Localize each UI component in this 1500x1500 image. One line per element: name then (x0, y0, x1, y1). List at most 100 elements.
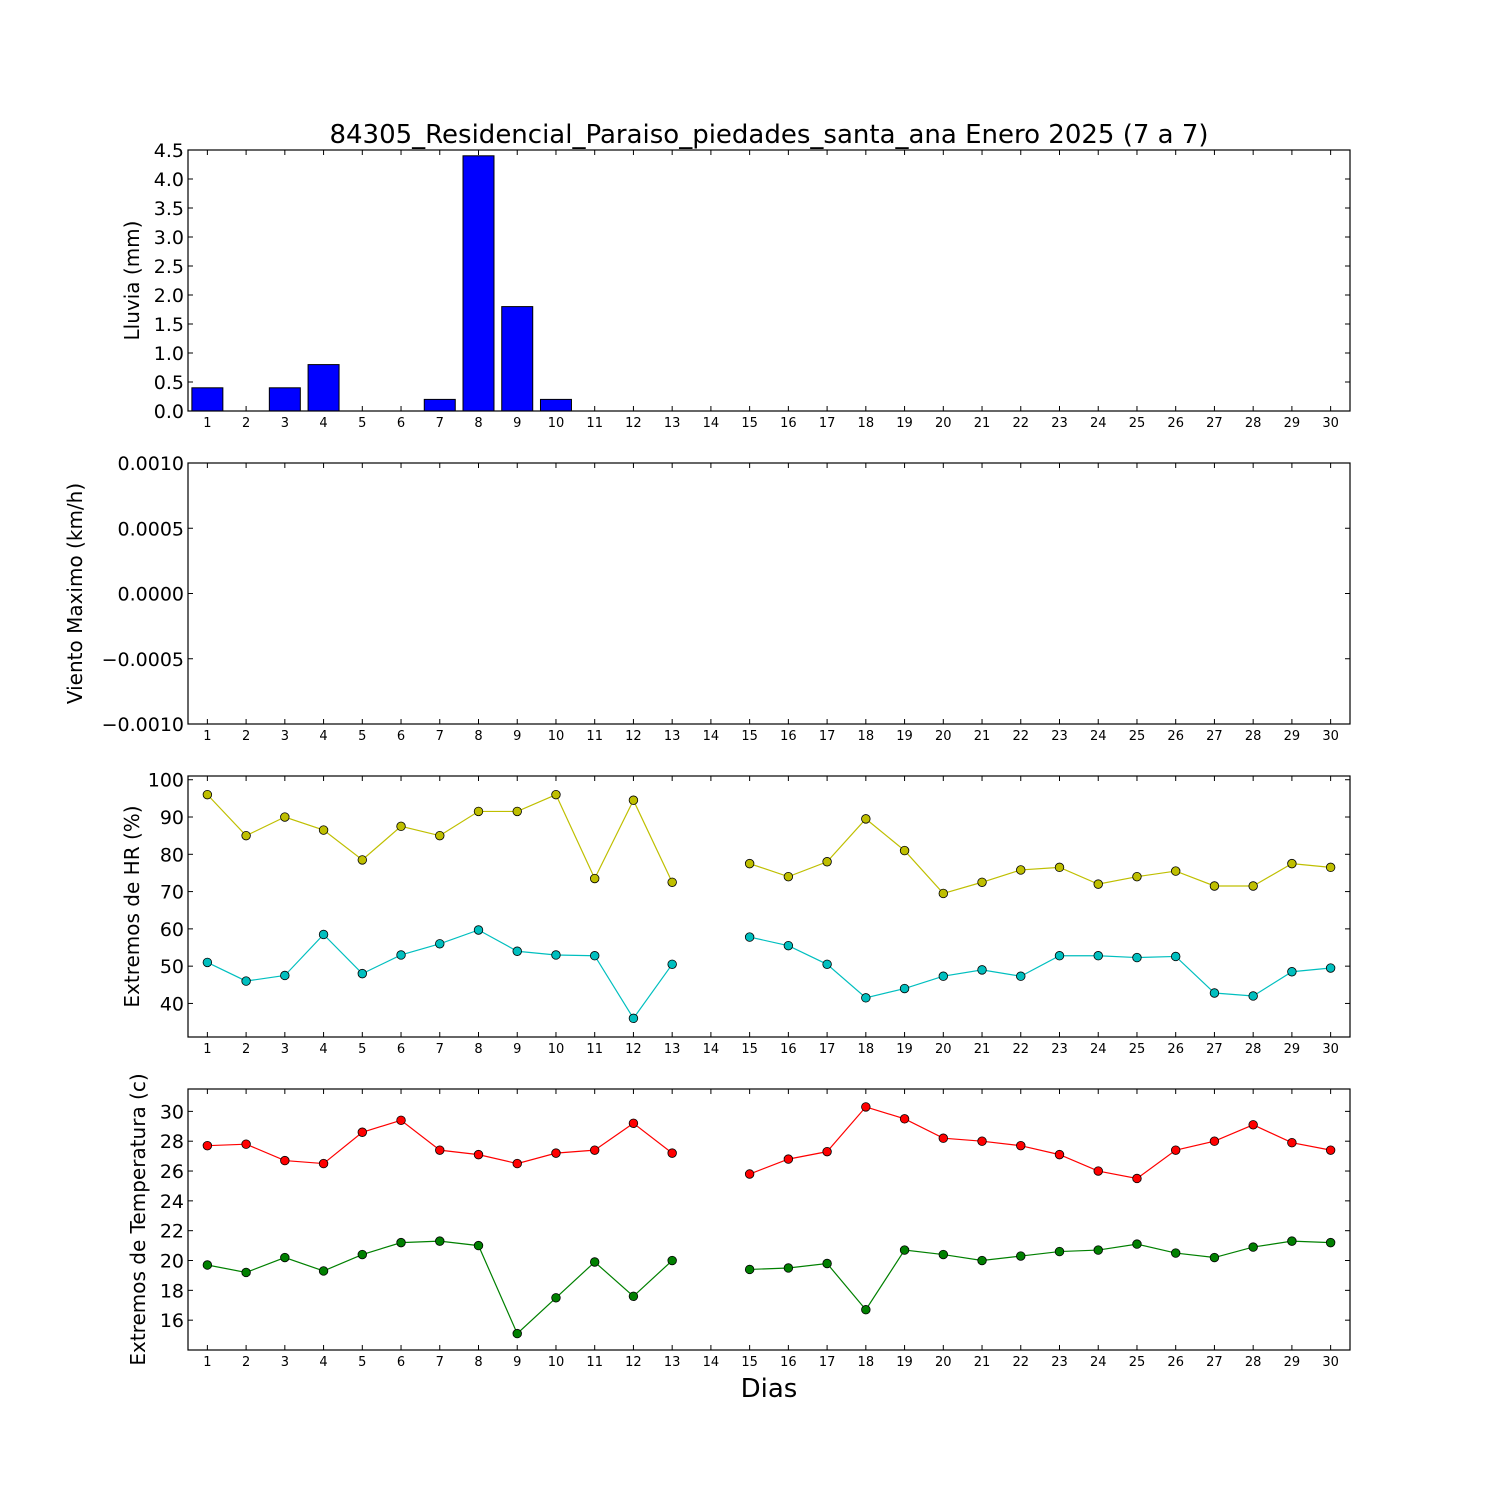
data-point (1016, 865, 1026, 875)
data-point (396, 1115, 406, 1126)
x-tick-label: 18 (858, 729, 875, 744)
data-point (1132, 1239, 1142, 1249)
data-point (1209, 1136, 1220, 1146)
x-tick-label: 23 (1051, 1042, 1068, 1057)
data-point (783, 940, 794, 951)
data-point (822, 1258, 832, 1269)
y-tick-label: 60 (160, 919, 184, 941)
data-point (473, 1149, 484, 1160)
data-point (1248, 1242, 1258, 1252)
data-point (667, 1255, 677, 1266)
y-axis-label: Lluvia (mm) (120, 221, 144, 341)
x-tick-label: 28 (1245, 1355, 1262, 1370)
y-axis-label: Viento Maximo (km/h) (63, 483, 87, 704)
y-tick-label: 0.0 (154, 401, 184, 423)
x-tick-label: 17 (819, 1042, 836, 1057)
x-tick-label: 12 (625, 729, 642, 744)
data-point (241, 1139, 251, 1149)
data-point (977, 877, 987, 887)
data-point (1054, 1149, 1065, 1160)
data-point (861, 993, 871, 1003)
x-tick-label: 27 (1206, 1355, 1223, 1370)
data-point (899, 1114, 910, 1124)
x-tick-label: 1 (203, 729, 211, 744)
data-point (357, 968, 368, 979)
data-point (512, 1158, 522, 1169)
y-tick-label: 1.5 (154, 314, 184, 336)
data-point (318, 1158, 329, 1169)
axes-frame (187, 1088, 1351, 1351)
panel-1: 0.00.51.01.52.02.53.03.54.04.51 2 3 4 5 6 7 8 9 1… (120, 140, 1351, 431)
data-point (938, 971, 949, 981)
x-tick-label: 5 (358, 1355, 366, 1370)
x-tick-label: 25 (1129, 729, 1146, 744)
x-tick-label: 4 (319, 729, 327, 744)
data-point (861, 1305, 871, 1315)
data-point (1016, 971, 1026, 981)
data-point (1325, 1145, 1336, 1155)
data-point (822, 857, 832, 867)
x-tick-label: 9 (513, 1042, 521, 1057)
x-tick-label: 12 (625, 416, 642, 431)
x-tick-label: 30 (1322, 1042, 1339, 1057)
y-axis-label: Extremos de HR (%) (120, 805, 144, 1007)
x-tick-label: 24 (1090, 416, 1107, 431)
series-line (207, 1106, 1331, 1180)
data-point (1093, 1166, 1103, 1176)
x-tick-label: 6 (397, 1042, 405, 1057)
y-tick-label: 0.0000 (118, 584, 184, 606)
data-point (1248, 991, 1258, 1001)
x-tick-label: 17 (819, 1355, 836, 1370)
data-point (357, 1249, 368, 1260)
data-point (241, 1267, 251, 1278)
x-tick-label: 17 (819, 729, 836, 744)
x-tick-label: 16 (780, 416, 797, 431)
data-point (628, 1291, 639, 1302)
x-tick-label: 12 (625, 1355, 642, 1370)
data-point (1093, 879, 1103, 889)
x-tick-label: 8 (474, 1355, 482, 1370)
x-tick-label: 29 (1284, 1042, 1301, 1057)
series-line (207, 929, 1331, 1020)
y-tick-label: 40 (160, 993, 184, 1015)
data-point (202, 789, 213, 800)
x-tick-label: 10 (548, 729, 565, 744)
x-axis-label: Dias (741, 1374, 798, 1404)
data-point (551, 1293, 561, 1303)
data-point (318, 929, 329, 940)
y-tick-label: 2.5 (154, 256, 184, 278)
x-tick-label: 26 (1167, 1355, 1184, 1370)
x-tick-label: 5 (358, 1042, 366, 1057)
data-point (1209, 1252, 1220, 1263)
series-line (206, 793, 1331, 895)
x-tick-label: 5 (358, 729, 366, 744)
y-tick-label: 50 (160, 956, 184, 978)
y-tick-label: 4.0 (154, 169, 184, 191)
data-point (1287, 858, 1297, 869)
bar (191, 387, 224, 412)
data-point (280, 970, 290, 981)
y-axis-label: Extremos de Temperatura (c) (126, 1073, 150, 1365)
x-tick-label: 18 (858, 1042, 875, 1057)
x-tick-label: 20 (935, 1042, 952, 1057)
x-tick-label: 25 (1129, 1042, 1146, 1057)
data-point (938, 1133, 949, 1143)
x-tick-label: 24 (1090, 1355, 1107, 1370)
data-point (1248, 1120, 1258, 1130)
y-tick-label: 2.0 (154, 285, 184, 307)
x-tick-label: 24 (1090, 1042, 1107, 1057)
x-tick-label: 19 (896, 1355, 913, 1370)
x-tick-label: 26 (1167, 729, 1184, 744)
x-tick-label: 18 (858, 1355, 875, 1370)
x-tick-label: 8 (474, 729, 482, 744)
y-tick-label: 26 (160, 1161, 184, 1183)
chart-title: 84305_Residencial_Paraiso_piedades_santa… (329, 120, 1208, 150)
x-tick-label: 13 (664, 1042, 681, 1057)
y-tick-label: −0.0010 (102, 714, 184, 736)
x-tick-label: 21 (974, 1042, 991, 1057)
x-tick-label: 1 (203, 1042, 211, 1057)
x-tick-label: 20 (935, 1355, 952, 1370)
x-tick-label: 28 (1245, 729, 1262, 744)
